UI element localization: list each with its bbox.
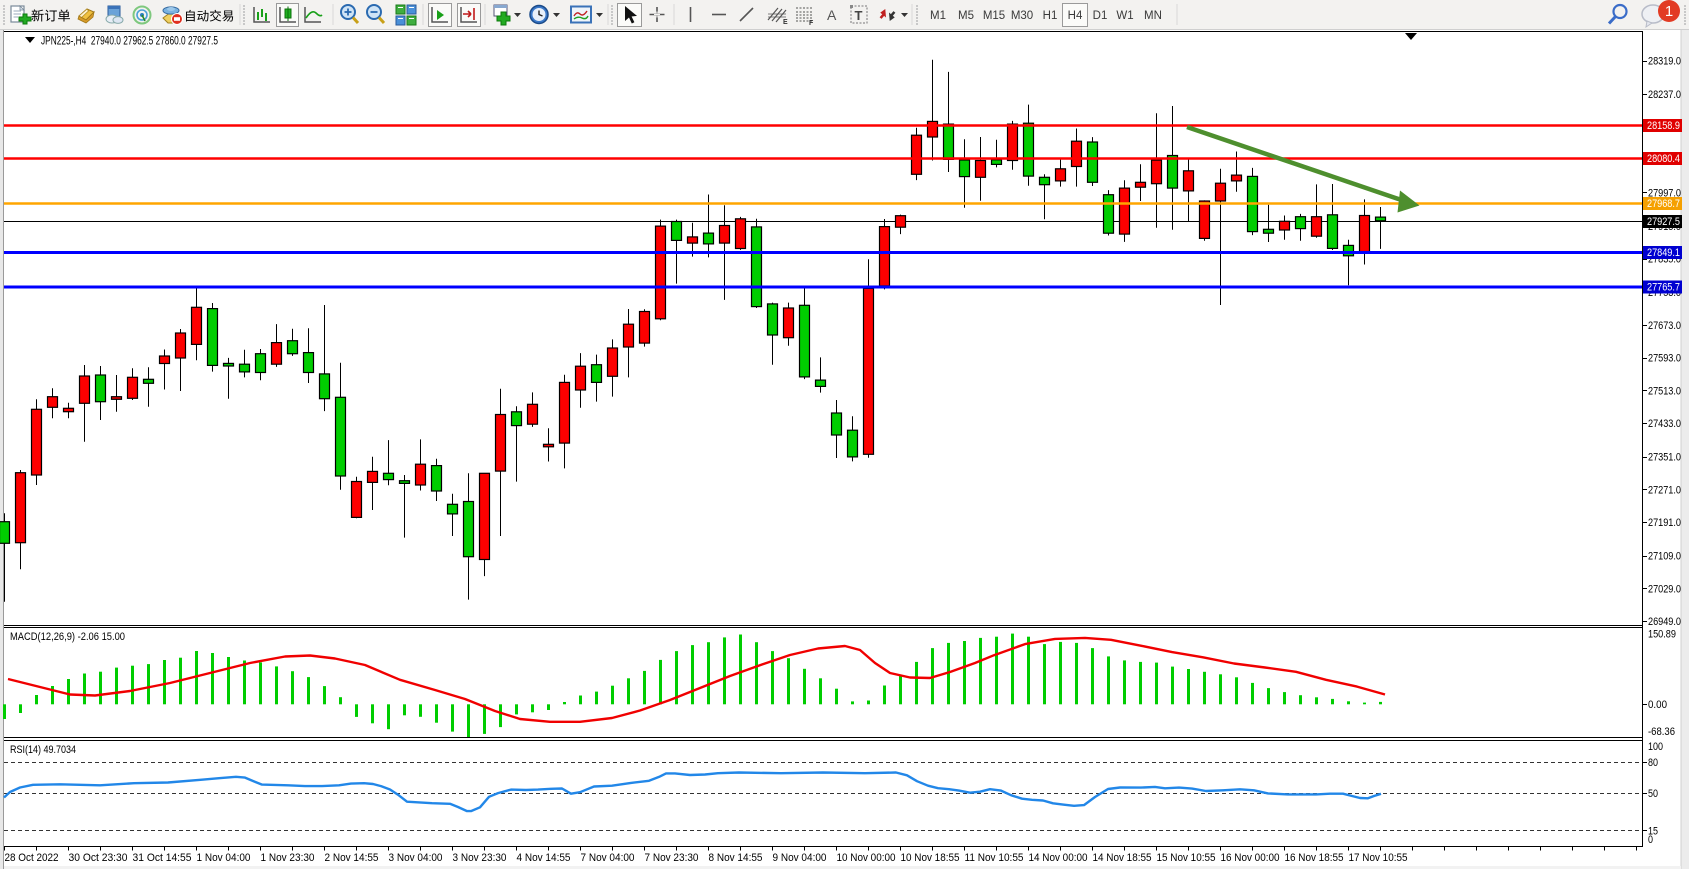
svg-text:27997.0: 27997.0 bbox=[1648, 187, 1681, 199]
svg-text:28319.0: 28319.0 bbox=[1648, 56, 1681, 68]
svg-text:14 Nov 18:55: 14 Nov 18:55 bbox=[1093, 852, 1152, 864]
svg-text:28080.4: 28080.4 bbox=[1647, 153, 1680, 165]
svg-text:15 Nov 10:55: 15 Nov 10:55 bbox=[1157, 852, 1216, 864]
svg-text:D1: D1 bbox=[1093, 10, 1108, 22]
svg-text:1 Nov 23:30: 1 Nov 23:30 bbox=[261, 852, 315, 864]
svg-text:27029.0: 27029.0 bbox=[1648, 583, 1681, 595]
svg-text:27433.0: 27433.0 bbox=[1648, 418, 1681, 430]
svg-text:27765.7: 27765.7 bbox=[1647, 282, 1680, 294]
svg-text:10 Nov 00:00: 10 Nov 00:00 bbox=[837, 852, 896, 864]
svg-text:1 Nov 04:00: 1 Nov 04:00 bbox=[197, 852, 251, 864]
svg-text:27968.7: 27968.7 bbox=[1647, 198, 1680, 210]
svg-text:10 Nov 18:55: 10 Nov 18:55 bbox=[901, 852, 960, 864]
svg-text:T: T bbox=[855, 8, 863, 23]
svg-text:27191.0: 27191.0 bbox=[1648, 517, 1681, 529]
svg-text:M5: M5 bbox=[958, 10, 974, 22]
svg-text:9 Nov 04:00: 9 Nov 04:00 bbox=[773, 852, 827, 864]
svg-text:0: 0 bbox=[1648, 834, 1653, 846]
svg-text:27593.0: 27593.0 bbox=[1648, 353, 1681, 365]
svg-text:7 Nov 04:00: 7 Nov 04:00 bbox=[581, 852, 635, 864]
svg-text:3 Nov 23:30: 3 Nov 23:30 bbox=[453, 852, 507, 864]
svg-text:E: E bbox=[783, 19, 788, 26]
svg-text:80: 80 bbox=[1648, 757, 1658, 769]
svg-text:14 Nov 00:00: 14 Nov 00:00 bbox=[1029, 852, 1088, 864]
svg-text:MN: MN bbox=[1144, 10, 1162, 22]
svg-text:27351.0: 27351.0 bbox=[1648, 452, 1681, 464]
svg-text:27271.0: 27271.0 bbox=[1648, 484, 1681, 496]
svg-text:11 Nov 10:55: 11 Nov 10:55 bbox=[965, 852, 1024, 864]
svg-text:M1: M1 bbox=[930, 10, 946, 22]
svg-text:-68.36: -68.36 bbox=[1648, 726, 1675, 738]
svg-text:W1: W1 bbox=[1116, 10, 1133, 22]
svg-text:150.89: 150.89 bbox=[1648, 629, 1676, 641]
svg-text:27673.0: 27673.0 bbox=[1648, 320, 1681, 332]
svg-text:MACD(12,26,9) -2.06 15.00: MACD(12,26,9) -2.06 15.00 bbox=[10, 631, 125, 643]
svg-text:28 Oct 2022: 28 Oct 2022 bbox=[5, 852, 59, 864]
svg-text:F: F bbox=[809, 20, 814, 27]
svg-text:27109.0: 27109.0 bbox=[1648, 551, 1681, 563]
svg-text:0.00: 0.00 bbox=[1648, 699, 1667, 711]
svg-text:28158.9: 28158.9 bbox=[1647, 120, 1680, 132]
svg-text:17 Nov 10:55: 17 Nov 10:55 bbox=[1349, 852, 1408, 864]
svg-text:16 Nov 18:55: 16 Nov 18:55 bbox=[1285, 852, 1344, 864]
svg-text:50: 50 bbox=[1648, 788, 1658, 800]
svg-text:28237.0: 28237.0 bbox=[1648, 89, 1681, 101]
svg-text:100: 100 bbox=[1648, 741, 1663, 753]
svg-text:H1: H1 bbox=[1043, 10, 1058, 22]
svg-text:3 Nov 04:00: 3 Nov 04:00 bbox=[389, 852, 443, 864]
svg-text:15: 15 bbox=[1648, 825, 1658, 837]
svg-text:H4: H4 bbox=[1068, 10, 1083, 22]
svg-text:JPN225-,H4 27940.0 27962.5 27: JPN225-,H4 27940.0 27962.5 27860.0 27927… bbox=[41, 36, 218, 48]
svg-text:2 Nov 14:55: 2 Nov 14:55 bbox=[325, 852, 379, 864]
svg-text:27513.0: 27513.0 bbox=[1648, 385, 1681, 397]
svg-text:27849.1: 27849.1 bbox=[1647, 247, 1680, 259]
svg-text:26949.0: 26949.0 bbox=[1648, 616, 1681, 628]
svg-text:8 Nov 14:55: 8 Nov 14:55 bbox=[709, 852, 763, 864]
svg-text:4 Nov 14:55: 4 Nov 14:55 bbox=[517, 852, 571, 864]
svg-text:A: A bbox=[827, 7, 837, 23]
svg-text:31 Oct 14:55: 31 Oct 14:55 bbox=[133, 852, 192, 864]
svg-text:M30: M30 bbox=[1011, 10, 1033, 22]
svg-text:M15: M15 bbox=[983, 10, 1005, 22]
svg-text:1: 1 bbox=[1665, 3, 1673, 20]
svg-text:30 Oct 23:30: 30 Oct 23:30 bbox=[69, 852, 128, 864]
svg-text:16 Nov 00:00: 16 Nov 00:00 bbox=[1221, 852, 1280, 864]
svg-text:27927.5: 27927.5 bbox=[1647, 216, 1680, 228]
svg-text:RSI(14) 49.7034: RSI(14) 49.7034 bbox=[10, 744, 76, 756]
svg-text:7 Nov 23:30: 7 Nov 23:30 bbox=[645, 852, 699, 864]
